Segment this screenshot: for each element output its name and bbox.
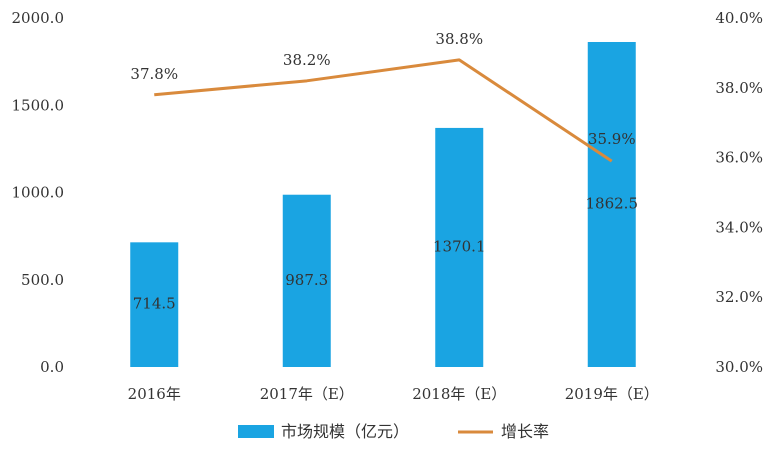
right-axis: 30.0% 32.0% 34.0% 36.0% 38.0% 40.0%: [715, 9, 763, 376]
line-value-label: 38.2%: [283, 51, 331, 69]
growth-line: [154, 58, 613, 163]
legend-bar-label: 市场规模（亿元）: [281, 422, 409, 441]
category-label: 2019年（E）: [565, 385, 659, 403]
left-tick-label: 500.0: [21, 271, 64, 289]
bar-value-label: 1862.5: [586, 194, 639, 212]
legend-line-label: 增长率: [501, 422, 549, 441]
left-tick-label: 0.0: [40, 358, 64, 376]
category-label: 2017年（E）: [260, 385, 354, 403]
legend: 市场规模（亿元） 增长率: [238, 422, 549, 441]
line-value-label: 38.8%: [435, 30, 483, 48]
right-tick-label: 34.0%: [715, 218, 763, 236]
right-tick-label: 32.0%: [715, 288, 763, 306]
category-axis: 2016年 2017年（E） 2018年（E） 2019年（E）: [128, 385, 659, 403]
line-value-label: 35.9%: [588, 130, 636, 148]
line-series: 37.8% 38.2% 38.8% 35.9%: [130, 30, 636, 163]
bar: [282, 194, 331, 367]
bar: [435, 127, 484, 368]
bar-value-label: 714.5: [133, 295, 176, 313]
bar: [587, 41, 636, 368]
left-tick-label: 1500.0: [12, 96, 65, 114]
bar-value-label: 1370.1: [433, 237, 486, 255]
bar-series: 714.5 987.3 1370.1 1862.5: [130, 41, 639, 368]
legend-bar-swatch: [238, 425, 274, 438]
right-tick-label: 30.0%: [715, 358, 763, 376]
category-label: 2016年: [128, 385, 181, 403]
line-value-label: 37.8%: [130, 65, 178, 83]
left-tick-label: 2000.0: [12, 9, 65, 27]
bar-value-label: 987.3: [285, 271, 328, 289]
right-tick-label: 36.0%: [715, 149, 763, 167]
left-axis: 0.0 500.0 1000.0 1500.0 2000.0: [12, 9, 65, 376]
right-tick-label: 40.0%: [715, 9, 763, 27]
right-tick-label: 38.0%: [715, 79, 763, 97]
category-label: 2018年（E）: [412, 385, 506, 403]
bar: [130, 242, 179, 367]
left-tick-label: 1000.0: [12, 184, 65, 202]
